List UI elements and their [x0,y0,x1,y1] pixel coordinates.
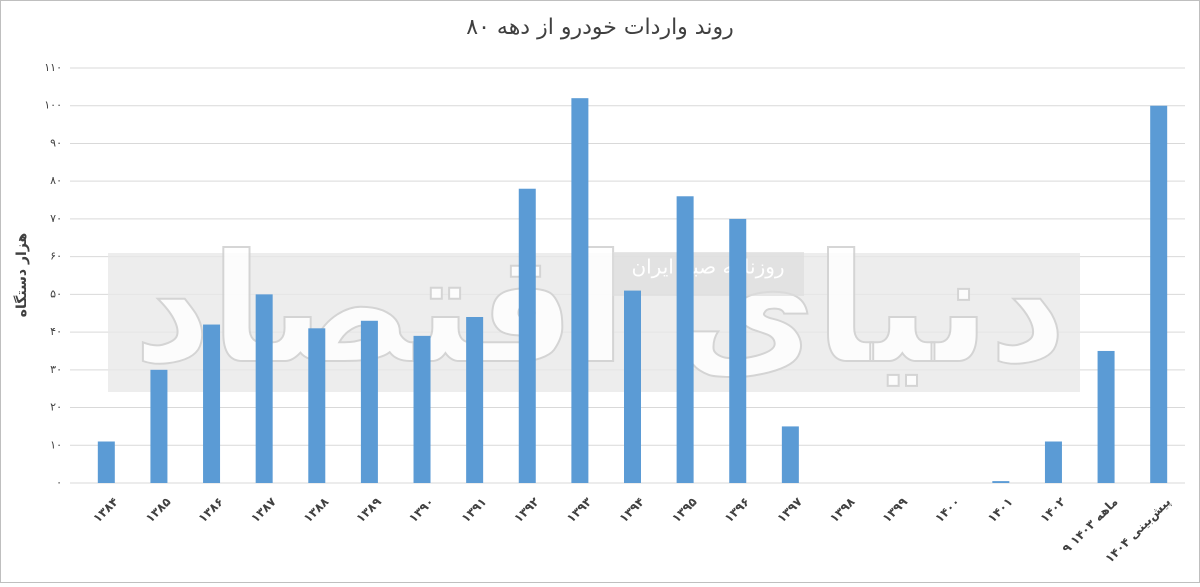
chart-title: روند واردات خودرو از دهه ۸۰ [466,15,733,40]
watermark: دنیای اقتصاد [134,223,1067,397]
bar [413,335,431,483]
y-tick-label: ۵۰ [50,287,62,300]
watermark-subtitle: روزنامه صبح ایران [631,255,784,279]
y-tick-label: ۹۰ [50,136,62,149]
y-axis-title: هزار دستگاه [13,233,30,317]
bar [781,426,799,483]
y-tick-label: ۰ [56,476,62,489]
bar [150,369,168,483]
bar [97,441,115,483]
y-tick-label: ۲۰ [50,401,62,414]
y-tick-label: ۴۰ [50,325,62,338]
bar [571,98,589,483]
bar [1150,105,1168,484]
bar [624,290,641,483]
bar [308,328,326,483]
bar [466,317,484,483]
y-tick-label: ۷۰ [50,212,62,225]
bar [203,324,221,483]
bar [676,196,694,484]
y-tick-label: ۱۰ [50,438,62,451]
bar [360,320,378,483]
bar [255,294,273,483]
bar [729,218,747,483]
y-tick-label: ۸۰ [50,174,62,187]
bar [992,481,1010,483]
bar [1044,441,1062,483]
y-tick-label: ۶۰ [50,250,62,263]
y-tick-label: ۱۱۰ [44,61,62,74]
watermark-sub-box [612,252,804,296]
y-tick-label: ۳۰ [50,363,62,376]
bar [1097,350,1115,483]
y-tick-label: ۱۰۰ [44,99,62,112]
bar [518,188,536,483]
